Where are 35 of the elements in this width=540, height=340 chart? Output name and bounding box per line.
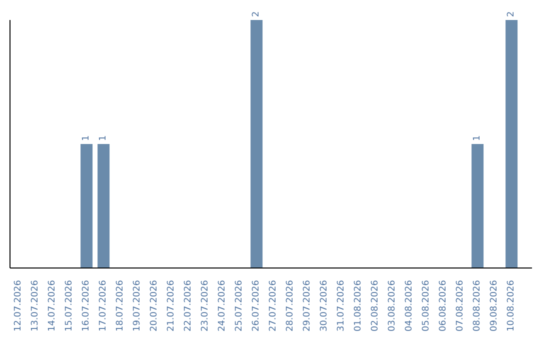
x-tick-label: 01.08.2026: [354, 280, 364, 332]
x-tick-label: 27.07.2026: [268, 280, 278, 332]
x-tick-label: 10.08.2026: [506, 280, 516, 332]
x-tick-label: 22.07.2026: [184, 280, 194, 332]
x-tick-label: 09.08.2026: [490, 280, 500, 332]
data-label: 1: [82, 135, 92, 141]
x-tick-label: 29.07.2026: [302, 280, 312, 332]
x-tick-label: 03.08.2026: [388, 280, 398, 332]
x-tick-label: 13.07.2026: [30, 280, 40, 332]
x-tick-label: 23.07.2026: [200, 280, 210, 332]
x-tick-label: 18.07.2026: [116, 280, 126, 332]
data-label: 2: [252, 11, 262, 17]
x-tick-label: 20.07.2026: [150, 280, 160, 332]
x-tick-label: 17.07.2026: [98, 280, 108, 332]
x-tick-label: 24.07.2026: [218, 280, 228, 332]
x-tick-label: 05.08.2026: [422, 280, 432, 332]
x-tick-label: 06.08.2026: [438, 280, 448, 332]
x-tick-label: 25.07.2026: [234, 280, 244, 332]
data-label: 1: [472, 135, 483, 141]
x-tick-label: 31.07.2026: [336, 280, 346, 332]
x-tick-label: 04.08.2026: [404, 280, 414, 332]
x-tick-label: 21.07.2026: [166, 280, 176, 332]
x-tick-label: 08.08.2026: [472, 280, 482, 332]
x-tick-label: 28.07.2026: [286, 280, 296, 332]
x-tick-label: 16.07.2026: [82, 280, 92, 332]
x-tick-label: 30.07.2026: [320, 280, 330, 332]
x-tick-label: 14.07.2026: [48, 280, 58, 332]
x-tick-label: 19.07.2026: [132, 280, 142, 332]
x-tick-label: 26.07.2026: [252, 280, 262, 332]
data-label: 1: [98, 135, 109, 141]
x-tick-label: 07.08.2026: [456, 280, 466, 332]
x-tick-label: 12.07.2026: [14, 280, 24, 332]
data-label: 2: [506, 11, 517, 17]
x-tick-label: 15.07.2026: [64, 280, 74, 332]
x-tick-label: 02.08.2026: [370, 280, 380, 332]
